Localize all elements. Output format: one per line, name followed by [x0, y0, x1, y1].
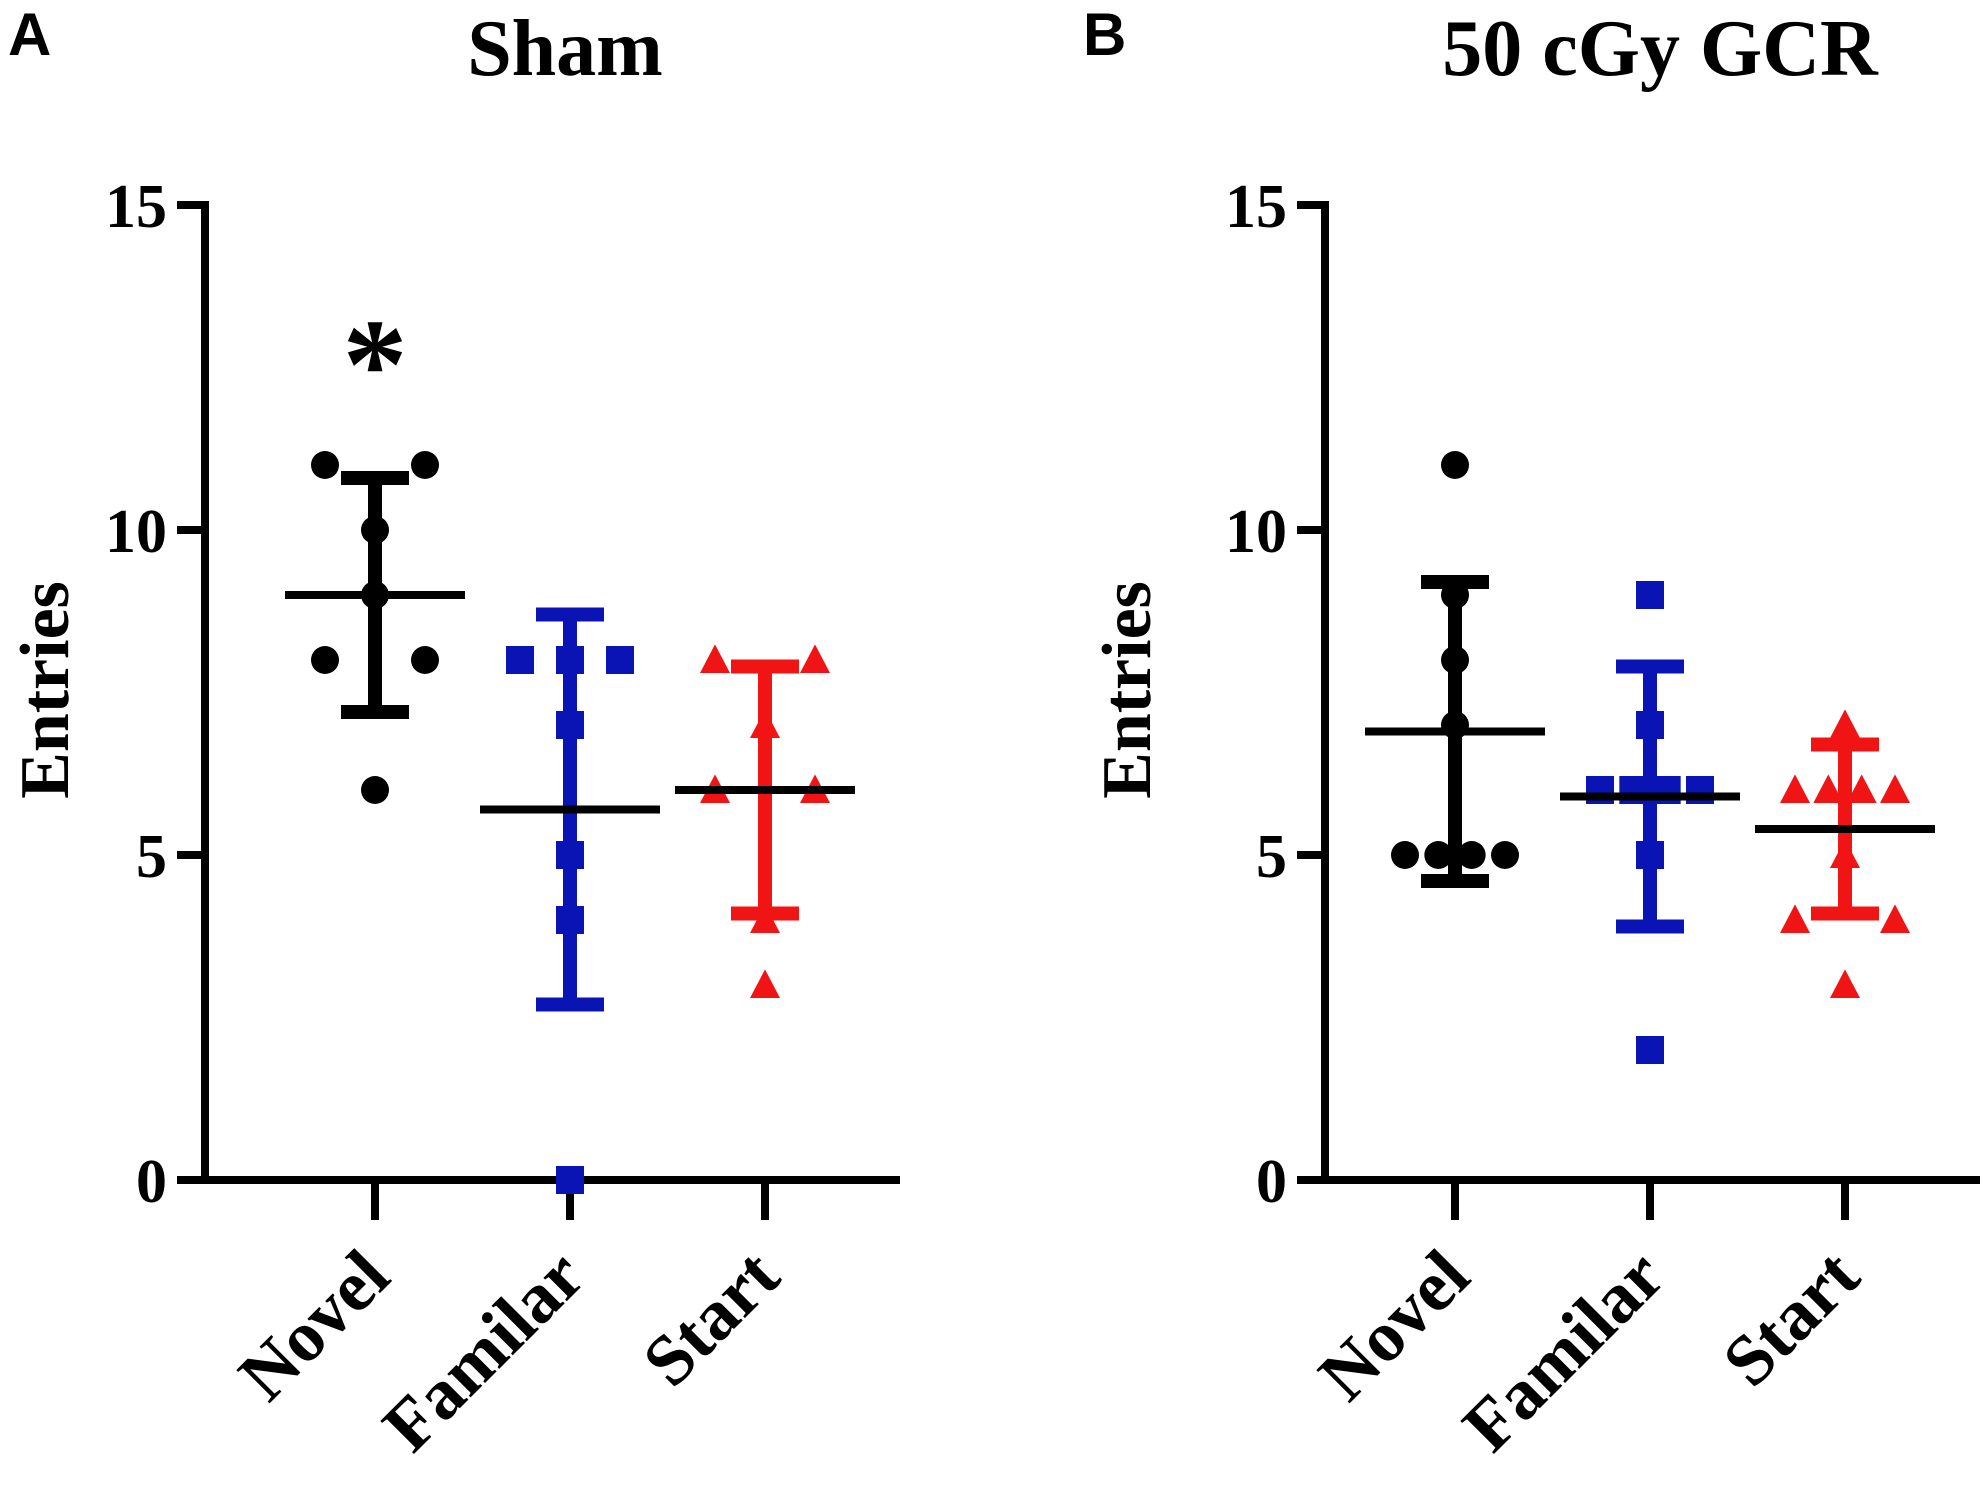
y-tick-label: 10: [105, 498, 167, 566]
data-point-square: [556, 646, 584, 674]
data-point-circle: [1424, 841, 1453, 869]
data-point-triangle: [1830, 969, 1860, 998]
y-axis-label: Entries: [7, 581, 84, 799]
y-tick-label: 15: [105, 173, 167, 241]
data-point-circle: [1441, 451, 1469, 479]
data-point-square: [556, 906, 584, 934]
x-tick-label: Start: [627, 1235, 794, 1402]
data-point-circle: [1441, 581, 1469, 609]
y-tick-label: 5: [136, 823, 167, 891]
data-point-circle: [1491, 841, 1519, 869]
data-point-triangle: [1813, 774, 1844, 803]
data-point-triangle: [700, 644, 730, 673]
data-point-square: [1636, 841, 1664, 869]
data-point-circle: [1441, 646, 1469, 674]
data-point-circle: [311, 646, 339, 674]
data-point-square: [1636, 581, 1664, 609]
data-point-triangle: [1880, 904, 1910, 933]
significance-asterisk: *: [343, 293, 408, 437]
data-point-square: [556, 711, 584, 739]
x-tick-label: Novel: [1303, 1235, 1484, 1416]
data-point-triangle: [750, 709, 780, 738]
panel-letter-b: B: [1083, 1, 1126, 68]
x-tick-label: Novel: [223, 1235, 404, 1416]
data-point-triangle: [800, 644, 830, 673]
data-point-square: [556, 841, 584, 869]
data-point-square: [556, 1166, 584, 1194]
data-point-square: [606, 646, 634, 674]
data-point-triangle: [1780, 774, 1810, 803]
data-point-triangle: [1830, 839, 1860, 868]
data-point-circle: [1457, 841, 1486, 869]
y-tick-label: 5: [1256, 823, 1287, 891]
data-point-square: [1636, 1036, 1664, 1064]
data-point-triangle: [750, 904, 780, 933]
data-point-square: [506, 646, 534, 674]
data-point-triangle: [750, 969, 780, 998]
chart-title: 50 cGy GCR: [1442, 5, 1879, 93]
data-point-circle: [361, 516, 389, 544]
y-tick-label: 10: [1225, 498, 1287, 566]
y-axis-label: Entries: [1089, 581, 1166, 799]
data-point-triangle: [1780, 904, 1810, 933]
x-tick-label: Familar: [367, 1235, 599, 1467]
data-point-circle: [411, 451, 439, 479]
data-point-circle: [1391, 841, 1419, 869]
panel-letter-a: A: [8, 1, 51, 68]
data-point-circle: [361, 776, 389, 804]
data-point-circle: [311, 451, 339, 479]
data-point-triangle: [1846, 774, 1877, 803]
data-point-triangle: [1830, 709, 1860, 738]
x-tick-label: Familar: [1447, 1235, 1679, 1467]
y-tick-label: 15: [1225, 173, 1287, 241]
data-point-circle: [411, 646, 439, 674]
data-point-triangle: [1880, 774, 1910, 803]
data-point-square: [1636, 711, 1664, 739]
y-tick-label: 0: [136, 1148, 167, 1216]
y-tick-label: 0: [1256, 1148, 1287, 1216]
chart-title: Sham: [467, 5, 663, 93]
x-tick-label: Start: [1707, 1235, 1874, 1402]
